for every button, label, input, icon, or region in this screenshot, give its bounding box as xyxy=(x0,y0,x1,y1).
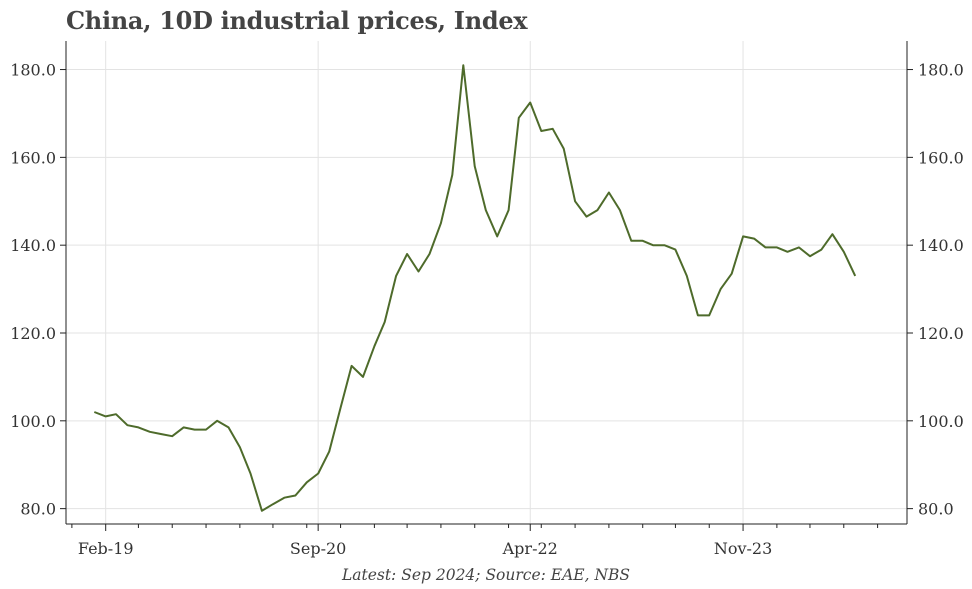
x-tick-label: Sep-20 xyxy=(290,539,346,558)
y-tick-label-right: 140.0 xyxy=(918,236,964,255)
gridlines xyxy=(66,41,907,524)
y-tick-label-right: 180.0 xyxy=(918,61,964,80)
y-tick-label-right: 120.0 xyxy=(918,324,964,343)
y-tick-label-right: 100.0 xyxy=(918,412,964,431)
axes xyxy=(65,41,908,525)
series-line xyxy=(93,64,857,512)
ticks: 80.0 80.0 100.0 100.0 120.0 120.0 140.0 140.0 16… xyxy=(10,61,964,558)
y-tick-label-left: 140.0 xyxy=(10,236,56,255)
chart-title: China, 10D industrial prices, Index xyxy=(66,6,528,35)
y-tick-label-left: 160.0 xyxy=(10,148,56,167)
y-tick-label-right: 160.0 xyxy=(918,148,964,167)
y-tick-label-left: 120.0 xyxy=(10,324,56,343)
x-tick-label: Feb-19 xyxy=(78,539,134,558)
y-tick-label-left: 180.0 xyxy=(10,61,56,80)
chart-caption: Latest: Sep 2024; Source: EAE, NBS xyxy=(341,566,631,584)
x-tick-label: Apr-22 xyxy=(502,539,558,558)
x-tick-label: Nov-23 xyxy=(714,539,772,558)
y-tick-label-right: 80.0 xyxy=(918,500,954,519)
y-tick-label-left: 100.0 xyxy=(10,412,56,431)
series-layer xyxy=(93,64,857,512)
y-tick-label-left: 80.0 xyxy=(20,500,56,519)
